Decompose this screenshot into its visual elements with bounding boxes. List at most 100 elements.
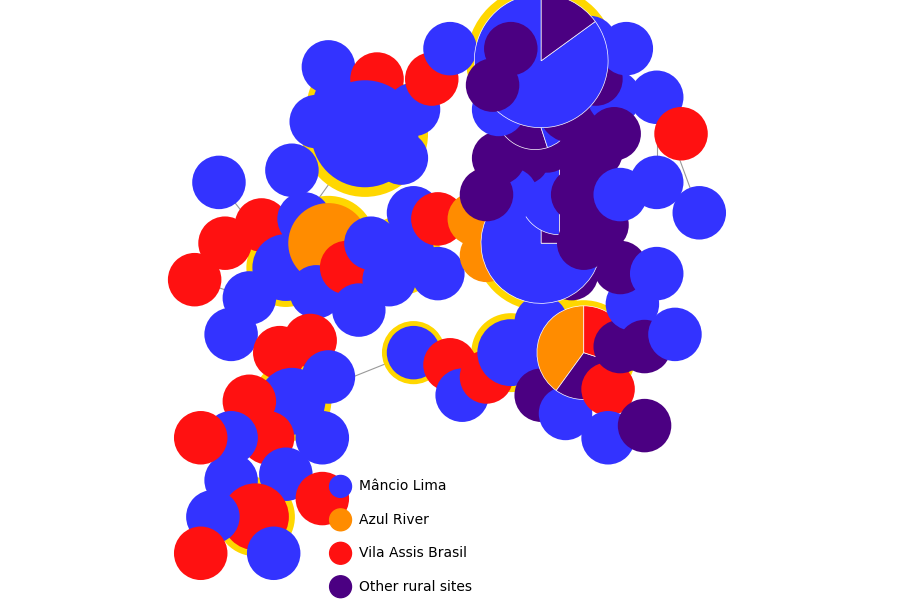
Circle shape [472,156,526,209]
Circle shape [593,168,647,221]
Wedge shape [474,0,608,128]
Circle shape [411,192,464,246]
Circle shape [252,234,320,301]
Circle shape [575,198,629,252]
Circle shape [382,321,446,384]
Circle shape [302,350,356,404]
Circle shape [496,131,550,185]
Circle shape [387,83,440,136]
Circle shape [374,131,428,185]
Circle shape [363,253,416,306]
Circle shape [593,241,647,294]
Wedge shape [537,306,584,390]
Circle shape [198,216,252,270]
Wedge shape [481,183,601,303]
Circle shape [320,241,374,294]
Circle shape [290,265,343,319]
Circle shape [447,192,501,246]
Wedge shape [519,154,560,235]
Circle shape [436,368,489,422]
Circle shape [290,95,343,148]
Circle shape [472,313,550,392]
Circle shape [281,196,376,291]
Circle shape [405,52,458,106]
Circle shape [174,411,228,465]
Circle shape [569,125,623,179]
Circle shape [193,156,246,209]
Circle shape [204,454,258,507]
Circle shape [329,475,352,497]
Circle shape [538,76,605,143]
Circle shape [235,198,288,252]
Circle shape [241,411,294,465]
Circle shape [302,71,428,197]
Circle shape [491,64,580,154]
Circle shape [411,247,464,300]
Circle shape [247,228,325,307]
Circle shape [588,107,641,161]
Circle shape [599,22,653,75]
Circle shape [472,131,526,185]
Circle shape [284,314,337,367]
Circle shape [350,52,404,106]
Circle shape [472,83,526,136]
Circle shape [329,509,352,531]
Circle shape [533,40,586,94]
Circle shape [307,64,386,143]
Circle shape [477,319,544,386]
Circle shape [387,186,440,240]
Circle shape [295,472,349,525]
Wedge shape [495,69,547,150]
Circle shape [258,368,326,435]
Circle shape [222,483,289,550]
Circle shape [460,168,513,221]
Circle shape [423,22,477,75]
Text: Azul River: Azul River [359,513,428,527]
Circle shape [515,295,568,349]
Circle shape [593,320,647,373]
Circle shape [460,229,513,282]
Circle shape [277,192,331,246]
Circle shape [311,80,418,187]
Circle shape [648,308,702,361]
Circle shape [222,271,276,325]
Circle shape [515,150,605,240]
Circle shape [617,399,671,452]
Text: Other rural sites: Other rural sites [359,579,472,594]
Circle shape [216,477,295,556]
Circle shape [491,52,544,106]
Circle shape [362,216,441,295]
Circle shape [466,58,519,112]
Circle shape [295,411,349,465]
Circle shape [526,338,580,392]
Circle shape [496,192,550,246]
Circle shape [539,387,592,440]
Circle shape [672,186,726,240]
Circle shape [654,107,707,161]
Circle shape [344,216,398,270]
Circle shape [515,368,568,422]
Circle shape [466,0,616,136]
Circle shape [168,253,221,306]
Circle shape [222,375,276,428]
Circle shape [329,576,352,598]
Circle shape [532,70,611,149]
Circle shape [174,527,228,580]
Circle shape [606,277,659,331]
Wedge shape [560,154,599,235]
Circle shape [630,156,683,209]
Circle shape [253,362,331,441]
Circle shape [266,143,319,197]
Circle shape [617,320,671,373]
Circle shape [531,300,636,405]
Wedge shape [556,353,628,399]
Circle shape [484,168,537,221]
Circle shape [302,40,356,94]
Circle shape [387,326,440,379]
Circle shape [551,168,605,221]
Circle shape [329,542,352,564]
Circle shape [368,222,435,289]
Circle shape [520,119,574,173]
Wedge shape [541,0,595,61]
Circle shape [630,71,683,124]
